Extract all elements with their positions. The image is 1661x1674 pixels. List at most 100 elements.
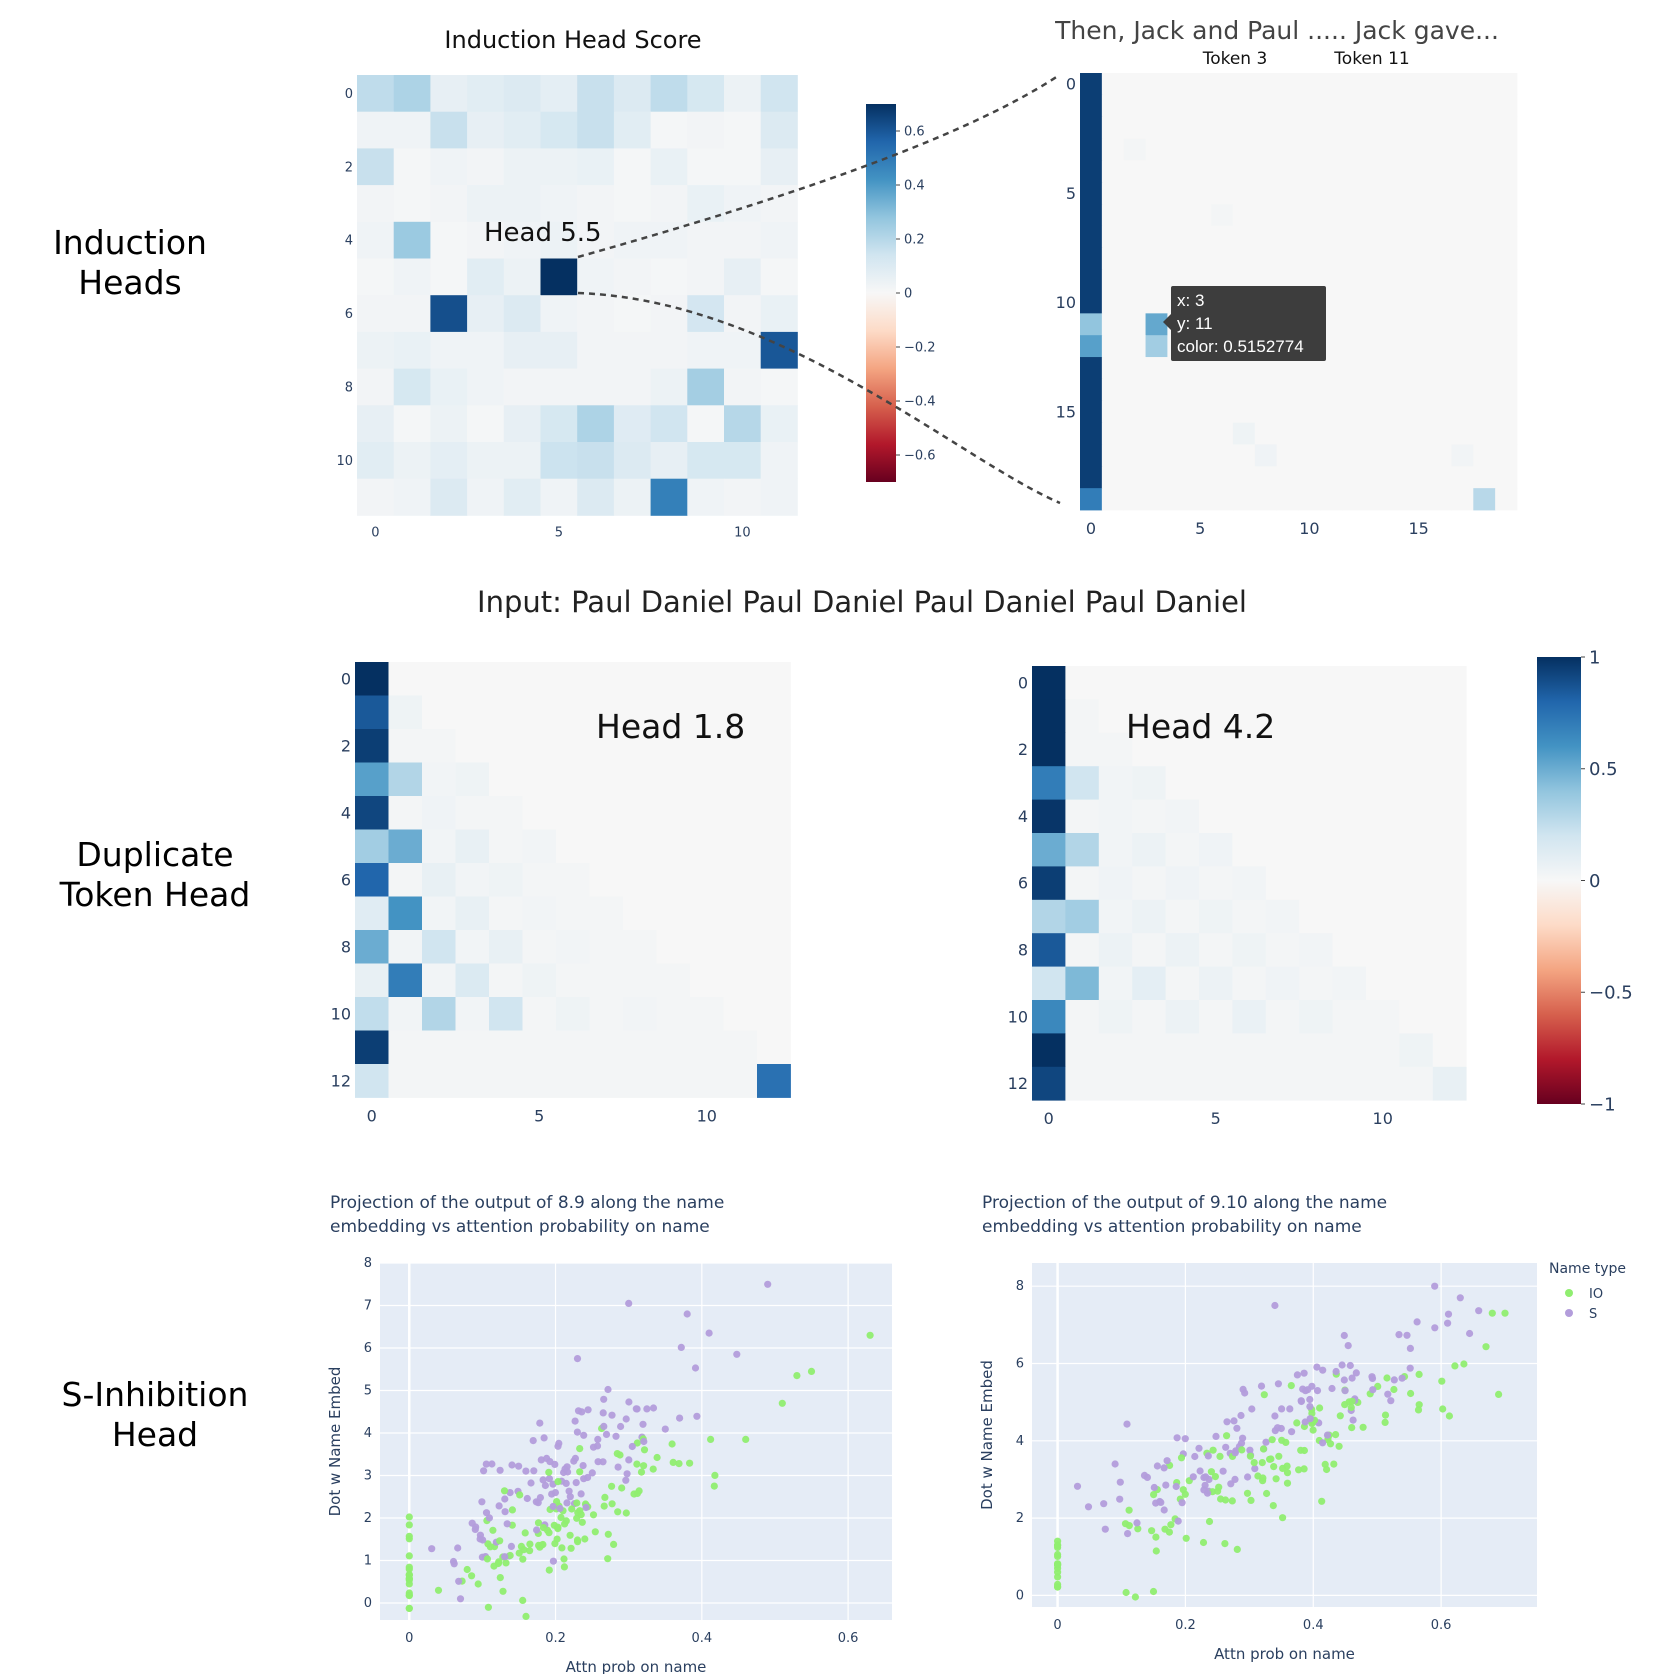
scatter-point-io bbox=[1407, 1389, 1415, 1398]
scatter-point-s bbox=[454, 1544, 462, 1552]
scatter-point-io bbox=[1228, 1497, 1236, 1505]
heatmap-cell bbox=[1101, 225, 1125, 249]
scatter-point-s bbox=[602, 1430, 611, 1438]
heatmap-cell bbox=[422, 930, 456, 964]
heatmap-cell bbox=[422, 662, 456, 696]
heatmap-cell bbox=[489, 930, 523, 964]
heatmap-cell bbox=[1364, 225, 1387, 249]
heatmap-cell bbox=[1199, 1033, 1233, 1068]
heatmap-cell bbox=[1101, 335, 1125, 358]
heatmap-cell bbox=[1451, 313, 1474, 336]
heatmap-cell bbox=[1145, 400, 1168, 423]
scatter-point-s bbox=[1340, 1376, 1348, 1384]
heatmap-cell bbox=[1065, 933, 1100, 967]
heatmap-cell bbox=[556, 762, 590, 797]
scatter-point-s bbox=[539, 1476, 547, 1484]
heatmap-cell bbox=[1080, 291, 1103, 314]
heatmap-cell bbox=[1080, 73, 1103, 96]
heatmap-cell bbox=[650, 111, 688, 149]
scatter-point-s bbox=[1100, 1500, 1108, 1508]
scatter-point-io bbox=[1215, 1483, 1223, 1491]
heatmap-cell bbox=[1032, 666, 1066, 700]
scatter-point-s bbox=[496, 1466, 504, 1474]
scatter-point-io bbox=[1326, 1440, 1335, 1448]
heatmap-cell bbox=[1211, 73, 1234, 96]
scatter-point-io bbox=[1205, 1517, 1214, 1526]
scatter-title-line: embedding vs attention probability on na… bbox=[330, 1217, 710, 1237]
heatmap-cell bbox=[1165, 899, 1200, 934]
scatter-point-s bbox=[1248, 1405, 1256, 1413]
scatter-point-io bbox=[1216, 1452, 1224, 1460]
y-tick-label: 6 bbox=[1018, 874, 1028, 893]
scatter-point-io bbox=[604, 1530, 612, 1538]
heatmap-cell bbox=[467, 148, 505, 186]
heatmap-cell bbox=[1299, 766, 1333, 800]
scatter-point-s bbox=[622, 1415, 630, 1423]
heatmap-cell bbox=[687, 148, 725, 186]
heatmap-cell bbox=[556, 997, 590, 1031]
scatter-point-io bbox=[545, 1468, 553, 1476]
x-tick-label: 0 bbox=[371, 525, 379, 540]
heatmap-cell bbox=[1364, 116, 1387, 139]
x-tick-label: 15 bbox=[1408, 519, 1428, 538]
induction-score-title: Induction Head Score bbox=[444, 26, 701, 54]
heatmap-cell bbox=[430, 478, 468, 516]
scatter-point-io bbox=[1269, 1502, 1277, 1510]
heatmap-cell bbox=[556, 695, 590, 730]
scatter-point-io bbox=[519, 1596, 527, 1604]
heatmap-cell bbox=[455, 1030, 490, 1065]
heatmap-cell bbox=[687, 111, 725, 149]
heatmap-cell bbox=[757, 796, 791, 830]
heatmap-cell bbox=[1495, 291, 1518, 314]
scatter-point-io bbox=[610, 1540, 618, 1548]
heatmap-cell bbox=[1332, 666, 1367, 700]
scatter-point-s bbox=[1288, 1428, 1296, 1436]
heatmap-cell bbox=[1495, 116, 1518, 139]
scatter-point-io bbox=[1221, 1496, 1230, 1504]
scatter-point-s bbox=[1231, 1475, 1239, 1483]
heatmap-cell bbox=[1429, 73, 1452, 96]
heatmap-cell bbox=[1101, 422, 1125, 445]
heatmap-cell bbox=[1299, 1066, 1333, 1101]
scatter-point-s bbox=[1084, 1503, 1093, 1511]
heatmap-cell bbox=[1473, 116, 1496, 139]
scatter-point-s bbox=[1346, 1361, 1354, 1370]
scatter-point-s bbox=[529, 1437, 537, 1445]
scatter-point-s bbox=[649, 1404, 658, 1412]
heatmap-cell bbox=[1473, 73, 1496, 96]
heatmap-cell bbox=[1265, 866, 1300, 901]
scatter-point-io bbox=[1148, 1527, 1156, 1535]
scatter-point-s bbox=[1313, 1363, 1321, 1371]
heatmap-cell bbox=[1451, 116, 1474, 139]
scatter-point-s bbox=[571, 1454, 580, 1462]
heatmap-cell bbox=[1189, 138, 1212, 161]
colorbar-tick-label: 0 bbox=[904, 287, 912, 302]
heatmap-cell bbox=[1199, 1066, 1233, 1101]
heatmap-cell bbox=[1451, 138, 1474, 161]
heatmap-cell bbox=[656, 1030, 691, 1065]
heatmap-cell bbox=[1032, 732, 1066, 767]
scatter-point-s bbox=[1338, 1361, 1346, 1369]
scatter-point-s bbox=[1204, 1452, 1212, 1460]
heatmap-cell bbox=[1254, 378, 1278, 402]
y-tick-label: 8 bbox=[341, 937, 351, 956]
heatmap-cell bbox=[613, 111, 651, 149]
heatmap-cell bbox=[489, 863, 523, 897]
heatmap-cell bbox=[1451, 204, 1474, 227]
scatter-point-io bbox=[526, 1547, 534, 1555]
heatmap-cell bbox=[522, 662, 557, 696]
heatmap-cell bbox=[1407, 444, 1430, 467]
heatmap-cell bbox=[467, 478, 505, 516]
scatter-point-s bbox=[1181, 1435, 1189, 1443]
scatter-point-io bbox=[576, 1468, 584, 1476]
x-tick-label: 0 bbox=[1086, 519, 1096, 538]
heatmap-cell bbox=[589, 695, 624, 730]
heatmap-cell bbox=[1320, 225, 1343, 249]
heatmap-cell bbox=[467, 405, 505, 443]
heatmap-cell bbox=[540, 75, 578, 113]
heatmap-cell bbox=[467, 221, 505, 259]
heatmap-cell bbox=[357, 442, 395, 480]
scatter-point-s bbox=[1239, 1434, 1247, 1442]
heatmap-cell bbox=[1473, 225, 1496, 249]
heatmap-cell bbox=[724, 75, 762, 113]
